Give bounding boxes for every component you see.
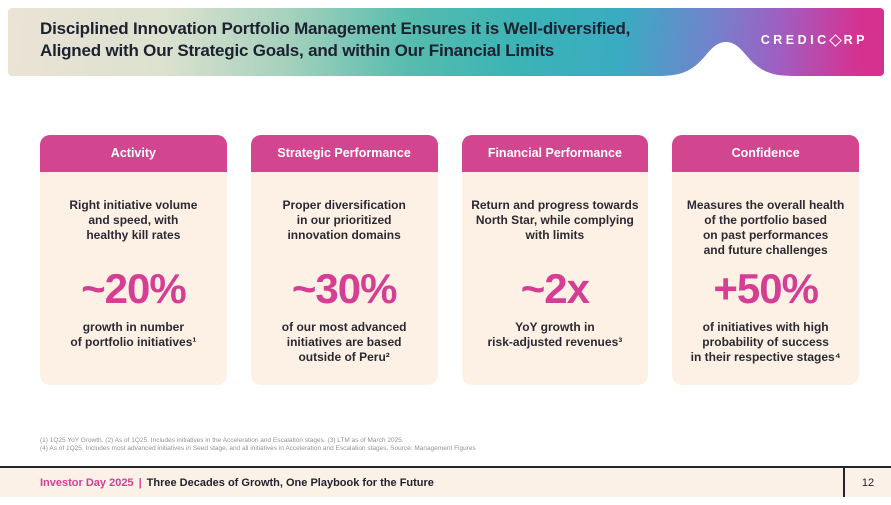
card-activity-stat: ~20% [81,265,187,312]
card-confidence: Confidence Measures the overall health o… [672,135,859,385]
footer-deck-title: Three Decades of Growth, One Playbook fo… [146,476,434,489]
card-financial-performance-description: Return and progress towards North Star, … [471,198,639,242]
mountain-icon [658,42,794,76]
logo-diamond-icon [828,33,842,47]
kpi-cards: Activity Right initiative volume and spe… [40,135,859,385]
card-confidence-description: Measures the overall health of the portf… [686,198,845,257]
card-strategic-performance-description: Proper diversification in our prioritize… [282,198,406,242]
logo-text-suffix: RP [843,33,868,47]
footer-event-label: Investor Day 2025 [40,476,134,489]
card-financial-performance-body: Return and progress towards North Star, … [461,172,649,385]
card-strategic-performance-caption: of our most advanced initiatives are bas… [281,320,407,364]
footer-left: Investor Day 2025 | Three Decades of Gro… [0,468,843,497]
card-financial-performance-caption: YoY growth in risk-adjusted revenues³ [487,320,623,349]
header-banner: Disciplined Innovation Portfolio Managem… [8,8,884,76]
card-strategic-performance-body: Proper diversification in our prioritize… [250,172,438,385]
card-confidence-stat: +50% [713,265,819,312]
card-activity-description: Right initiative volume and speed, with … [69,198,198,242]
slide-title: Disciplined Innovation Portfolio Managem… [40,18,630,62]
card-strategic-performance-stat: ~30% [291,265,398,312]
card-financial-performance-header: Financial Performance [461,135,649,172]
slide-title-line1: Disciplined Innovation Portfolio Managem… [40,19,631,38]
card-financial-performance: Financial Performance Return and progres… [461,135,649,385]
page-number: 12 [843,468,891,497]
footnote-line1: (1) 1Q25 YoY Growth. (2) As of 1Q25. Inc… [40,437,404,444]
slide-title-line2: Aligned with Our Strategic Goals, and wi… [40,41,555,60]
card-confidence-body: Measures the overall health of the portf… [672,172,859,385]
card-activity-body: Right initiative volume and speed, with … [40,172,227,385]
card-activity-header: Activity [40,135,227,172]
card-financial-performance-stat: ~2x [520,265,590,312]
logo-text-prefix: CREDIC [760,33,830,47]
footnotes: (1) 1Q25 YoY Growth. (2) As of 1Q25. Inc… [40,437,476,453]
card-strategic-performance-header: Strategic Performance [250,135,438,172]
footer-separator: | [138,476,142,489]
card-confidence-caption: of initiatives with high probability of … [690,320,841,364]
credicorp-logo: CREDIC RP [761,33,868,47]
footnote-line2: (4) As of 1Q25. Includes most advanced i… [40,445,476,452]
card-strategic-performance: Strategic Performance Proper diversifica… [250,135,438,385]
card-activity-caption: growth in number of portfolio initiative… [70,320,197,349]
footer-bar: Investor Day 2025 | Three Decades of Gro… [0,466,891,497]
card-confidence-header: Confidence [672,135,859,172]
card-activity: Activity Right initiative volume and spe… [40,135,227,385]
